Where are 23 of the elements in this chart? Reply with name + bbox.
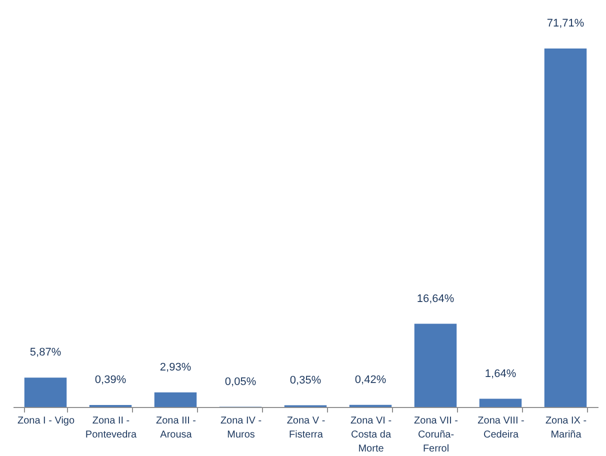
data-label: 5,87% — [30, 346, 62, 359]
bar — [414, 324, 457, 407]
bar — [544, 48, 587, 407]
bar — [24, 378, 67, 407]
x-tick-label: Zona VII - Coruña-Ferrol — [414, 416, 458, 454]
x-tick-label: Zona IX - Mariña — [545, 416, 587, 440]
x-tick-label: Zona III - Arousa — [156, 416, 196, 440]
data-label: 0,05% — [224, 376, 256, 388]
data-label: 71,71% — [546, 17, 584, 30]
data-label: 1,64% — [484, 368, 516, 380]
data-label: 0,39% — [94, 374, 126, 386]
x-tick-label: Zona VI - Costa da Morte — [350, 416, 392, 454]
bar — [154, 392, 197, 407]
data-label: 0,35% — [290, 374, 322, 386]
x-tick-label: Zona IV - Muros — [220, 416, 262, 440]
x-tick-label: Zona I - Vigo — [17, 416, 75, 426]
data-label: 0,42% — [354, 374, 386, 386]
data-label: 2,93% — [160, 361, 192, 374]
data-label: 16,64% — [416, 292, 454, 305]
x-tick-label: Zona II - Pontevedra — [85, 416, 138, 440]
bar — [479, 398, 522, 407]
x-tick-label: Zona VIII - Cedeira — [478, 416, 524, 440]
x-tick-label: Zona V - Fisterra — [286, 416, 326, 440]
